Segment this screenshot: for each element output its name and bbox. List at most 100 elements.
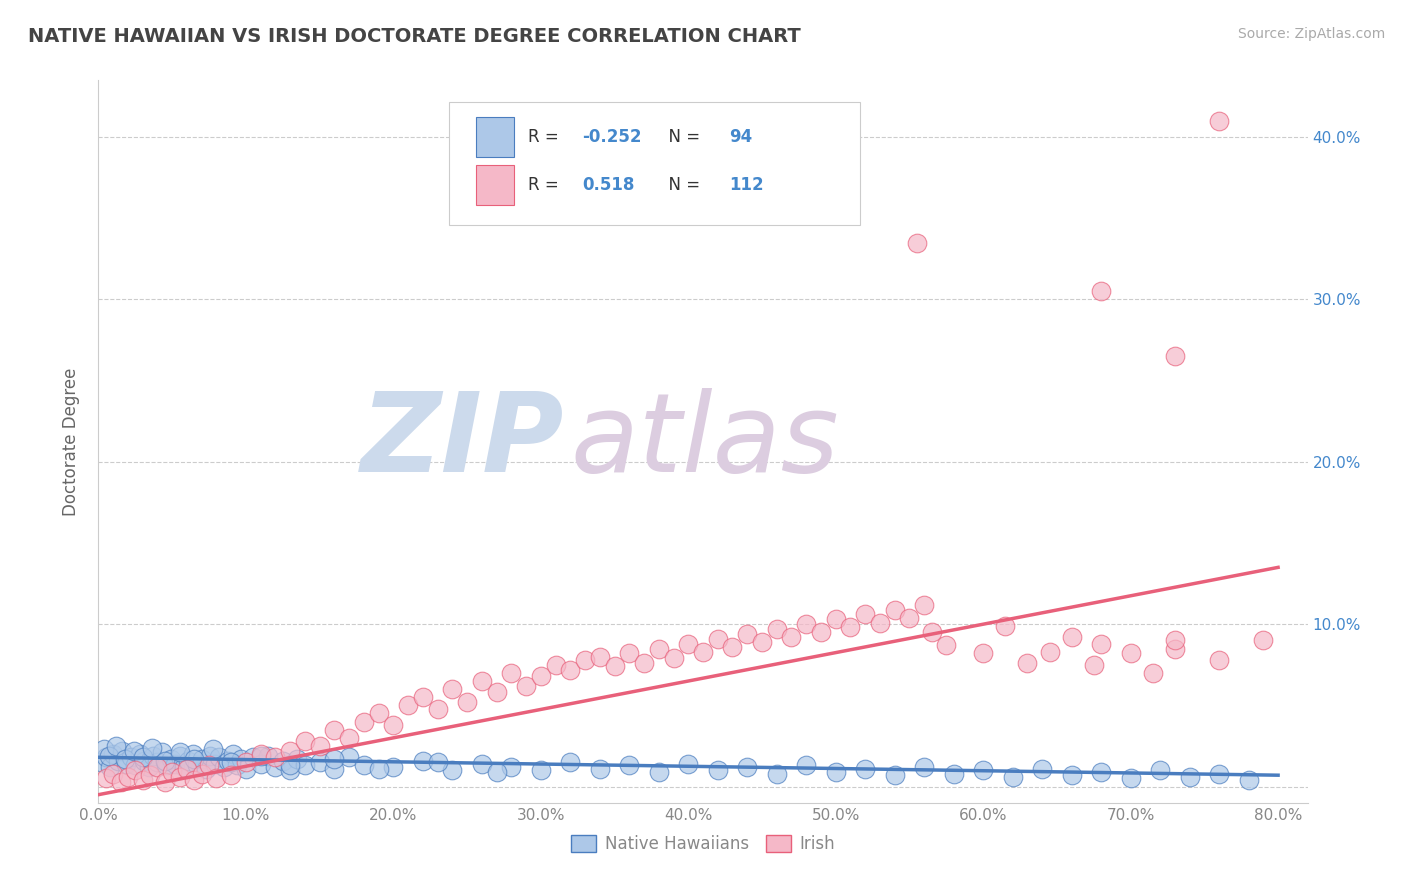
Point <box>190 766 212 780</box>
Point <box>271 754 294 768</box>
Point <box>574 653 596 667</box>
Point <box>226 758 249 772</box>
Point <box>1208 114 1230 128</box>
Point <box>176 762 198 776</box>
Point <box>633 656 655 670</box>
Point <box>367 706 389 721</box>
Point <box>530 669 553 683</box>
Point <box>396 698 419 713</box>
Point <box>426 701 449 715</box>
Point <box>101 766 124 780</box>
Point <box>589 649 612 664</box>
Point <box>124 758 146 772</box>
Point <box>382 760 405 774</box>
Point <box>1253 633 1275 648</box>
Point <box>159 752 181 766</box>
Point <box>173 760 195 774</box>
Point <box>367 762 389 776</box>
Point <box>94 750 117 764</box>
Point <box>198 758 221 772</box>
Point <box>1164 641 1187 656</box>
Point <box>287 752 309 766</box>
Point <box>212 760 235 774</box>
Point <box>235 755 257 769</box>
Point <box>278 744 301 758</box>
Point <box>530 764 553 778</box>
Point <box>1017 656 1039 670</box>
Point <box>1208 766 1230 780</box>
Legend: Native Hawaiians, Irish: Native Hawaiians, Irish <box>565 828 841 860</box>
Point <box>1164 349 1187 363</box>
Point <box>515 679 537 693</box>
Point <box>1237 773 1260 788</box>
Point <box>751 635 773 649</box>
FancyBboxPatch shape <box>475 165 515 205</box>
Point <box>1149 764 1171 778</box>
Point <box>883 768 905 782</box>
Point <box>471 756 494 771</box>
Point <box>264 760 287 774</box>
Point <box>382 718 405 732</box>
Point <box>412 690 434 705</box>
Point <box>1119 647 1142 661</box>
Point <box>619 758 641 772</box>
Point <box>501 665 523 680</box>
Point <box>190 752 212 766</box>
Point <box>169 746 191 760</box>
Point <box>181 747 204 761</box>
Point <box>1164 633 1187 648</box>
Text: 112: 112 <box>730 176 765 194</box>
Point <box>308 755 330 769</box>
Point <box>323 752 346 766</box>
Point <box>219 768 242 782</box>
Point <box>501 760 523 774</box>
Point <box>765 622 787 636</box>
Point <box>114 752 136 766</box>
Point <box>117 770 139 784</box>
Point <box>278 764 301 778</box>
Text: R =: R = <box>527 176 564 194</box>
Point <box>219 755 242 769</box>
Point <box>249 756 271 771</box>
Point <box>972 764 994 778</box>
Point <box>912 598 935 612</box>
Point <box>131 773 153 788</box>
Point <box>441 764 464 778</box>
Point <box>648 641 671 656</box>
Point <box>235 762 257 776</box>
Point <box>205 772 228 786</box>
Point <box>1001 770 1024 784</box>
Point <box>221 747 243 761</box>
Point <box>1060 768 1083 782</box>
Point <box>111 744 134 758</box>
Point <box>138 760 160 774</box>
Point <box>257 748 280 763</box>
Point <box>921 625 943 640</box>
Point <box>165 756 187 771</box>
Text: -0.252: -0.252 <box>582 128 641 145</box>
Point <box>1090 764 1112 779</box>
Point <box>619 647 641 661</box>
Point <box>426 755 449 769</box>
Point <box>153 774 176 789</box>
Point <box>249 748 271 763</box>
Text: 94: 94 <box>730 128 752 145</box>
Point <box>456 695 478 709</box>
Point <box>883 602 905 616</box>
Point <box>150 746 173 760</box>
Point <box>183 773 205 788</box>
Point <box>107 754 129 768</box>
Point <box>183 752 205 766</box>
Point <box>412 754 434 768</box>
Point <box>1142 665 1164 680</box>
Point <box>217 754 239 768</box>
Point <box>839 620 862 634</box>
Point <box>204 756 226 771</box>
Point <box>692 645 714 659</box>
Point <box>294 758 316 772</box>
Point <box>485 685 508 699</box>
Point <box>200 748 222 763</box>
Point <box>134 754 156 768</box>
Point <box>160 764 183 779</box>
Point <box>120 750 142 764</box>
